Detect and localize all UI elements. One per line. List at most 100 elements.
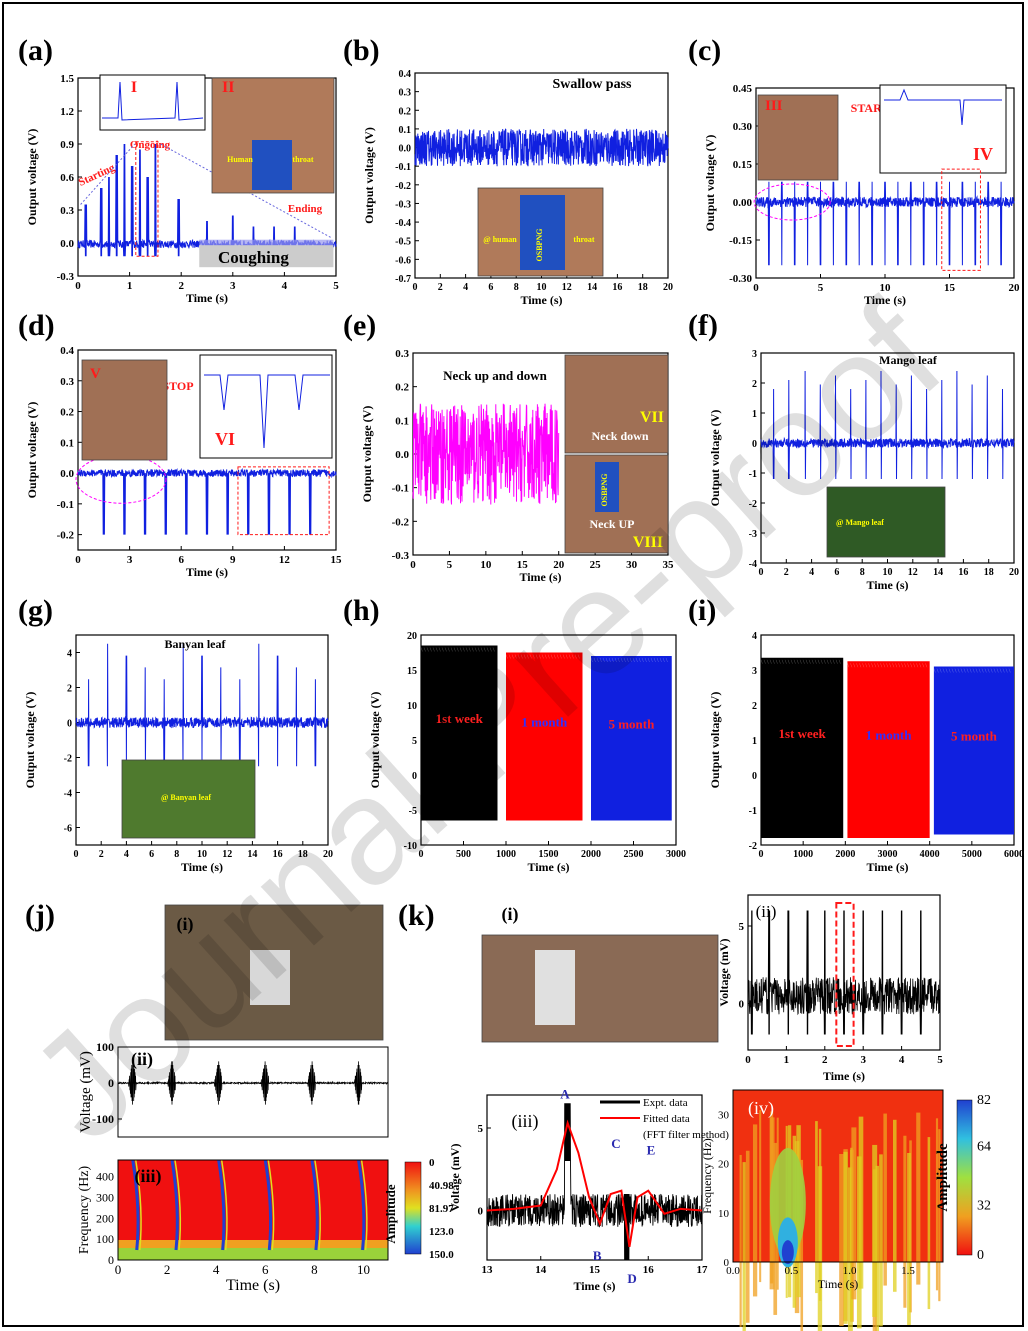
x-tick-label: 15 xyxy=(331,554,343,566)
series-label: 1st week xyxy=(436,711,484,726)
chart-title: Coughing xyxy=(218,248,289,267)
x-tick-label: 2 xyxy=(438,282,443,293)
photo-VII-label: VII xyxy=(640,409,664,426)
y-axis-label: Output voltage (V) xyxy=(362,127,376,224)
neck-up-label: Neck UP xyxy=(590,517,635,531)
x-tick-label: 18 xyxy=(298,849,308,860)
x-tick-label: 10 xyxy=(357,1262,370,1277)
stability-block xyxy=(847,661,930,838)
x-tick-label: 30 xyxy=(626,559,638,571)
colorbar-tick: 0 xyxy=(429,1157,435,1169)
x-tick-label: 0 xyxy=(753,282,759,294)
x-tick-label: 20 xyxy=(553,559,565,571)
signal-line xyxy=(755,181,1015,266)
panel-c: 0 5 10 15 20 -0.30 -0.15 0.00 0.15 0.30 0.45 Time (… xyxy=(703,83,1020,307)
x-tick-label: 0.5 xyxy=(784,1265,798,1277)
heatmap-column xyxy=(739,1154,742,1327)
coughing-band xyxy=(199,239,334,250)
x-tick-label: 0 xyxy=(75,554,81,566)
highlight-box xyxy=(237,466,330,536)
signal-line xyxy=(117,1061,389,1105)
heatmap-column xyxy=(815,1121,818,1294)
x-tick-label: 10 xyxy=(480,559,492,571)
stability-texture xyxy=(933,668,1011,673)
y-tick-label: 0.4 xyxy=(60,345,74,357)
panel-letter: (e) xyxy=(343,309,376,342)
stability-texture xyxy=(420,647,495,652)
x-tick-label: 10 xyxy=(197,849,207,860)
x-tick-label: 16 xyxy=(958,567,968,578)
panel-letter: (i) xyxy=(688,594,716,627)
y-tick-label: 0.1 xyxy=(60,437,74,449)
photo-III-label: III xyxy=(765,98,783,114)
photo-V-label: V xyxy=(90,366,101,382)
y-tick-label: -10 xyxy=(404,841,417,852)
heatmap-column xyxy=(752,1124,758,1297)
x-axis-label: Time (s) xyxy=(527,860,569,874)
spectrogram-streak xyxy=(217,1159,226,1251)
y-axis-label: Frequency (Hz) xyxy=(700,1138,714,1214)
ending-label: Ending xyxy=(288,203,323,215)
photo-neck-up: Neck UP VIII OSBPNG xyxy=(564,454,669,554)
signal-line xyxy=(75,643,329,767)
spectrogram-streak xyxy=(357,1159,366,1251)
x-tick-label: 16 xyxy=(643,1264,655,1276)
x-tick-label: 14 xyxy=(587,282,597,293)
signal-line xyxy=(760,370,1015,480)
plot-frame xyxy=(732,1089,944,1263)
y-axis-label: Output voltage (V) xyxy=(368,692,382,789)
chart-title: Neck up and down xyxy=(443,368,547,383)
y-tick-label: 1.5 xyxy=(60,73,74,85)
y-tick-label: 2 xyxy=(67,684,72,695)
x-tick-label: 15 xyxy=(589,1264,601,1276)
y-tick-label: -0.1 xyxy=(395,162,411,173)
y-tick-label: -3 xyxy=(749,529,757,540)
spectrogram-streak xyxy=(267,1159,275,1251)
photo-throat-label: throat xyxy=(573,235,595,244)
x-tick-label: 5 xyxy=(333,280,339,292)
plot-frame xyxy=(77,349,337,551)
y-tick-label: 0.4 xyxy=(399,69,412,80)
x-tick-label: 3 xyxy=(230,280,236,292)
panel-letter: (k) xyxy=(398,899,435,932)
y-axis-label: Voltage (mV) xyxy=(448,1144,462,1212)
y-tick-label: 0.0 xyxy=(395,449,409,461)
x-axis-label: Time (s) xyxy=(226,1277,280,1294)
x-tick-label: 0 xyxy=(745,1054,751,1066)
x-tick-label: 2 xyxy=(784,567,789,578)
x-tick-label: 0 xyxy=(74,849,79,860)
heatmap-column xyxy=(843,1151,848,1324)
y-tick-label: 1.2 xyxy=(60,106,74,118)
y-axis-label: Voltage (mV) xyxy=(717,939,731,1007)
x-tick-label: 15 xyxy=(517,559,529,571)
x-tick-label: 4000 xyxy=(920,849,940,860)
stability-texture xyxy=(505,654,580,659)
stability-texture xyxy=(847,663,928,668)
spectrogram-streak xyxy=(220,1159,228,1251)
sub-label: (ii) xyxy=(756,902,777,921)
x-tick-label: 20 xyxy=(1009,567,1019,578)
y-axis-label: Output voltage (V) xyxy=(23,692,37,789)
y-axis-label: Output voltage (V) xyxy=(360,406,374,503)
heatmap-column xyxy=(883,1113,887,1286)
y-tick-label: 0.3 xyxy=(399,88,412,99)
x-tick-label: 6 xyxy=(834,567,839,578)
sub-label: (iii) xyxy=(135,1166,162,1187)
x-tick-label: 14 xyxy=(933,567,943,578)
y-tick-label: -0.5 xyxy=(395,237,411,248)
heatmap-column xyxy=(892,1119,897,1292)
panel-letter: (b) xyxy=(343,34,380,67)
x-tick-label: 9 xyxy=(230,554,236,566)
x-tick-label: 12 xyxy=(908,567,918,578)
x-tick-label: 5 xyxy=(937,1054,943,1066)
photo-banyan-leaf-bg xyxy=(121,759,256,839)
y-tick-label: 100 xyxy=(96,1040,114,1054)
series-label: 5 month xyxy=(608,716,655,731)
x-tick-label: 10 xyxy=(883,567,893,578)
x-tick-label: 4 xyxy=(213,1262,220,1277)
x-tick-label: 8 xyxy=(860,567,865,578)
heatmap-column xyxy=(935,1118,939,1291)
y-tick-label: 1 xyxy=(752,736,757,747)
x-tick-label: 3 xyxy=(127,554,133,566)
